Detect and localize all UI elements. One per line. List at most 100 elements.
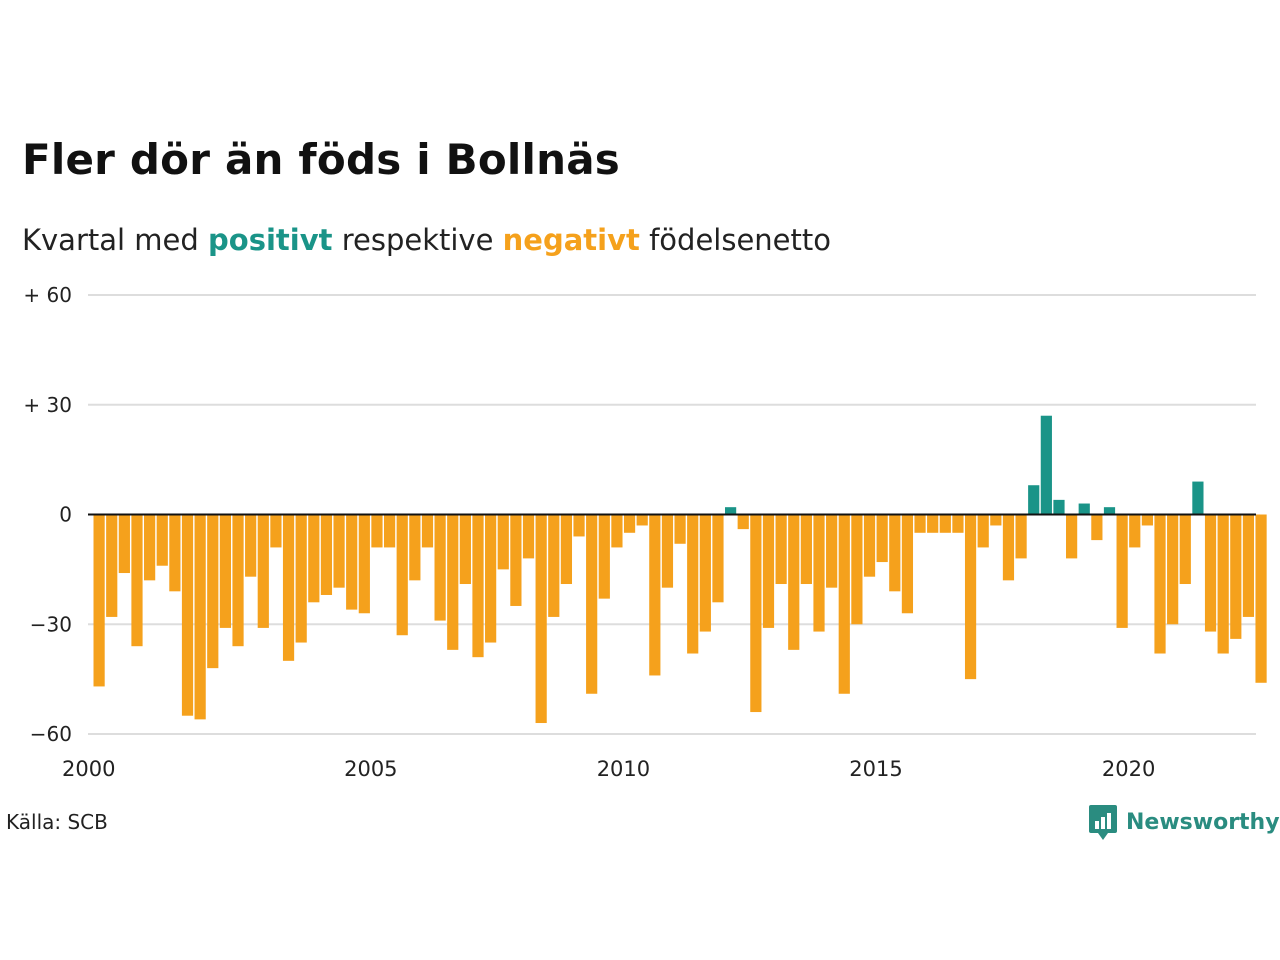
subtitle-middle: respektive [332,223,503,257]
bar [762,514,775,628]
bar [914,514,926,533]
bar [1129,514,1141,548]
bar [459,514,471,585]
bar [1078,503,1090,515]
bar [522,514,535,559]
bar [219,514,231,628]
y-tick-label: + 30 [23,393,72,417]
bar [270,514,282,548]
bar [257,514,269,628]
x-tick-label: 2020 [1102,757,1155,781]
bar [964,514,977,680]
x-tick-label: 2010 [597,757,650,781]
bar [1230,514,1242,639]
bar [447,514,459,650]
bar [1015,514,1027,559]
newsworthy-logo-text: Newsworthy [1126,809,1280,835]
bar [990,514,1002,526]
subtitle-positive-word: positivt [208,223,333,257]
bar [535,514,547,724]
bar [687,514,699,654]
bar [750,514,762,713]
bar [826,514,838,588]
bar [1091,514,1103,541]
bar [106,514,118,617]
bar [1217,514,1229,654]
bar [661,514,674,588]
bar-chart: + 60 + 30 0 −30 −60 2000 2005 2010 2015 2020 [23,283,1267,781]
bar [409,514,421,581]
bar [295,514,307,643]
bar [712,514,724,603]
bar [813,514,825,632]
bar [800,514,812,585]
source-note: Källa: SCB [6,810,108,834]
bar [851,514,863,625]
bar [497,514,509,570]
newsworthy-logo: Newsworthy [1088,803,1280,841]
bar [194,514,206,720]
bar [131,514,143,647]
bar [674,514,686,544]
y-tick-label: + 60 [23,283,72,307]
bar [1053,499,1065,515]
bar [333,514,345,588]
bar [510,514,522,606]
bar [952,514,964,533]
bar [1242,514,1255,617]
bar [232,514,244,647]
bar [901,514,914,614]
bar [1141,514,1153,526]
bar [788,514,800,650]
bar [1040,415,1052,515]
bar [156,514,168,566]
bar [939,514,951,533]
bar [876,514,888,563]
chart-subtitle: Kvartal med positivt respektive negativt… [22,218,831,262]
x-tick-label: 2000 [62,757,115,781]
bar [598,514,610,599]
bar [548,514,560,617]
bar [1154,514,1166,654]
bar [346,514,358,610]
x-tick-label: 2015 [849,757,902,781]
bar [699,514,711,632]
bar [1167,514,1179,625]
bar [1192,481,1204,515]
x-axis-labels: 2000 2005 2010 2015 2020 [62,757,1155,781]
y-tick-label: −60 [30,722,72,746]
bar [725,507,737,515]
bar [472,514,484,658]
subtitle-suffix: födelsenetto [639,223,831,257]
bar [775,514,787,585]
bar [207,514,219,669]
y-tick-label: −30 [30,612,72,636]
y-axis-labels: + 60 + 30 0 −30 −60 [23,283,72,746]
bar [586,514,598,694]
bar [93,514,105,687]
newsworthy-logo-icon [1089,805,1117,840]
bar [1255,514,1267,683]
bar [1103,507,1116,515]
subtitle-prefix: Kvartal med [22,223,209,257]
y-tick-label: 0 [59,503,72,527]
bar [169,514,181,592]
bar [649,514,661,676]
bar [1179,514,1191,585]
chart-title: Fler dör än föds i Bollnäs [22,135,620,184]
bar [358,514,370,614]
bar [421,514,434,548]
bar [1204,514,1217,632]
bar [434,514,446,621]
bar [838,514,850,694]
bar [623,514,636,533]
bar [371,514,383,548]
bar [118,514,130,574]
bar [737,514,749,530]
bar [573,514,585,537]
bar [1116,514,1128,628]
bar [636,514,648,526]
grid-lines [88,294,1256,735]
subtitle-negative-word: negativt [502,223,640,257]
bars [93,415,1267,724]
